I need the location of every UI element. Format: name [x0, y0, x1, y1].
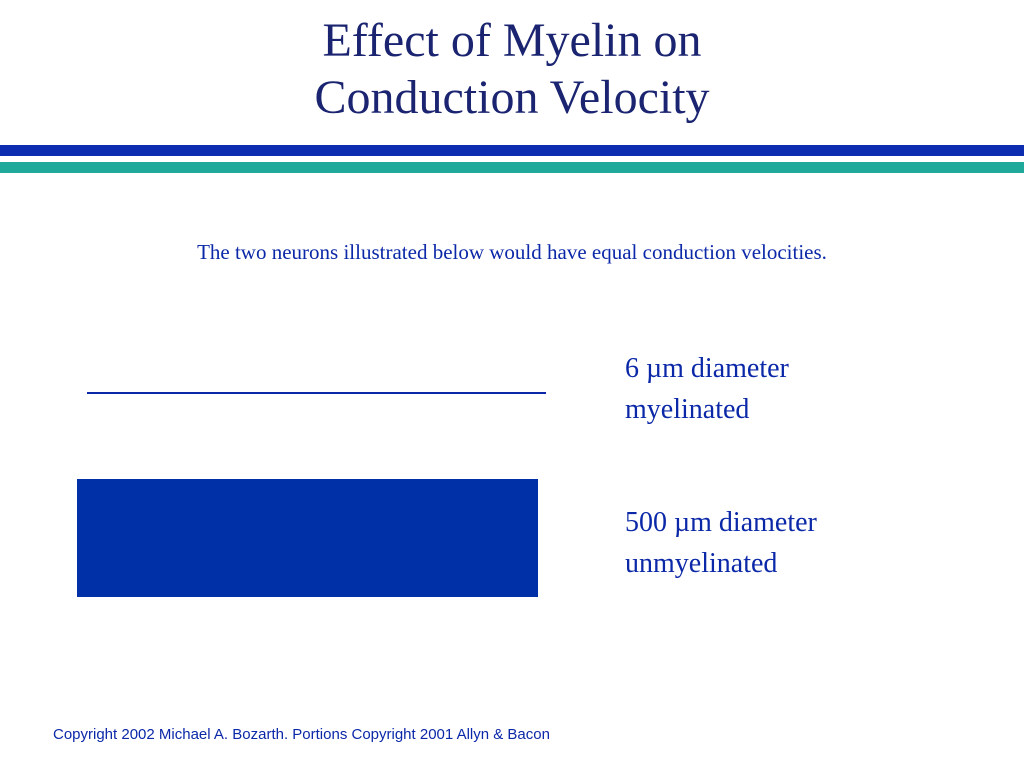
slide-title-line-2: Conduction Velocity: [314, 71, 710, 124]
unmyelinated-axon-label-line-1: 500 µm diameter: [625, 507, 817, 538]
header-rule-teal: [0, 162, 1024, 173]
myelinated-axon-label-line-1: 6 µm diameter: [625, 353, 789, 384]
copyright-footer: Copyright 2002 Michael A. Bozarth. Porti…: [53, 726, 550, 743]
slide-title-line-1: Effect of Myelin on: [322, 14, 702, 67]
slide-title: Effect of Myelin on Conduction Velocity: [0, 12, 1024, 126]
unmyelinated-axon-label: 500 µm diameter unmyelinated: [625, 502, 817, 584]
unmyelinated-axon-label-line-2: unmyelinated: [625, 548, 778, 579]
myelinated-axon-label: 6 µm diameter myelinated: [625, 348, 789, 430]
myelinated-axon-label-line-2: myelinated: [625, 394, 750, 425]
slide-subtitle: The two neurons illustrated below would …: [197, 240, 827, 264]
header-rule-blue: [0, 145, 1024, 156]
myelinated-axon-line: [87, 392, 546, 394]
unmyelinated-axon-bar: [77, 479, 538, 597]
